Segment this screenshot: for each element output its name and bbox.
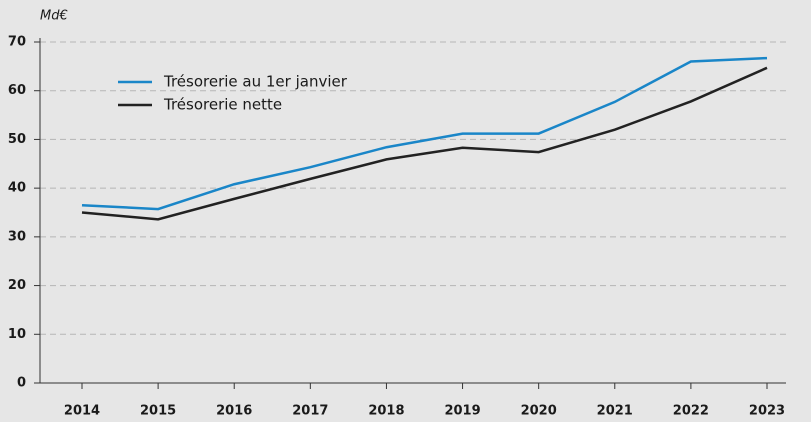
y-tick-label: 30 bbox=[8, 229, 26, 244]
legend-label: Trésorerie au 1er janvier bbox=[163, 73, 348, 91]
x-tick-label: 2016 bbox=[216, 404, 252, 419]
x-tick-label: 2022 bbox=[673, 404, 709, 419]
x-tick-label: 2014 bbox=[64, 404, 100, 419]
line-series bbox=[81, 56, 768, 211]
line-series bbox=[81, 66, 768, 221]
x-tick-label: 2015 bbox=[140, 404, 176, 419]
y-tick-label: 0 bbox=[17, 376, 26, 391]
x-tick-label: 2020 bbox=[521, 404, 557, 419]
y-tick-label: 50 bbox=[8, 132, 26, 147]
y-tick-label: 60 bbox=[8, 83, 26, 98]
x-tick-label: 2018 bbox=[368, 404, 404, 419]
y-tick-label: 70 bbox=[8, 35, 26, 50]
y-tick-label: 10 bbox=[8, 327, 26, 342]
x-tick-label: 2019 bbox=[444, 404, 480, 419]
legend-label: Trésorerie nette bbox=[163, 96, 282, 114]
x-tick-label: 2017 bbox=[292, 404, 328, 419]
x-tick-label: 2021 bbox=[597, 404, 633, 419]
x-tick-label: 2023 bbox=[749, 404, 785, 419]
unit-label: Md€ bbox=[40, 9, 68, 24]
y-tick-label: 40 bbox=[8, 181, 26, 196]
y-tick-label: 20 bbox=[8, 278, 26, 293]
